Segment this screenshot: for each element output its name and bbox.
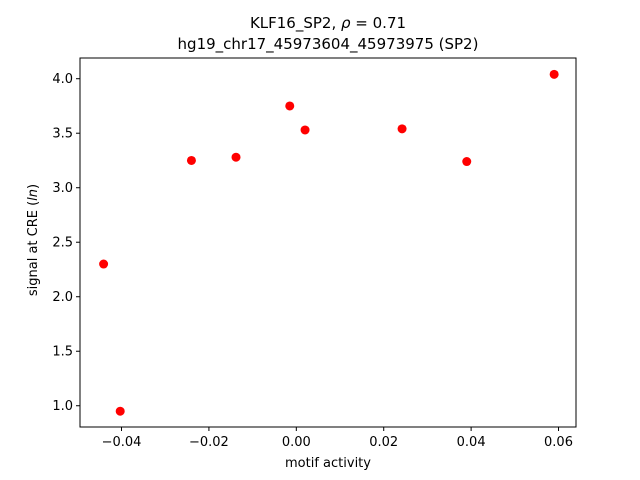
x-tick-label: 0.06 [544,435,573,450]
x-tick-label: 0.02 [369,435,398,450]
chart-title-line1: KLF16_SP2, ρ = 0.71 [250,14,406,33]
x-tick-label: −0.04 [102,435,142,450]
data-point [462,157,472,167]
chart-title-line2: hg19_chr17_45973604_45973975 (SP2) [178,35,479,54]
data-points [99,69,559,416]
data-point [397,124,407,134]
y-tick-label: 3.5 [52,127,73,142]
y-tick-label: 1.5 [52,345,73,360]
y-axis-ticks: 1.0 1.5 2.0 2.5 3.0 3.5 4.0 [52,72,80,414]
data-point [549,69,559,79]
data-point [300,125,310,135]
x-axis-label: motif activity [285,456,371,471]
data-point [285,101,295,111]
x-tick-label: −0.02 [189,435,229,450]
data-point [231,152,241,162]
data-point [115,406,125,416]
y-tick-label: 2.5 [52,236,73,251]
y-tick-label: 4.0 [52,72,73,87]
x-tick-label: 0.04 [457,435,486,450]
y-tick-label: 3.0 [52,181,73,196]
y-tick-label: 2.0 [52,290,73,305]
data-point [186,155,196,165]
y-axis-label: signal at CRE (ln) [26,184,41,296]
y-tick-label: 1.0 [52,399,73,414]
data-point [99,259,109,269]
x-axis-ticks: −0.04 −0.02 0.00 0.02 0.04 0.06 [102,427,573,450]
x-tick-label: 0.00 [282,435,311,450]
